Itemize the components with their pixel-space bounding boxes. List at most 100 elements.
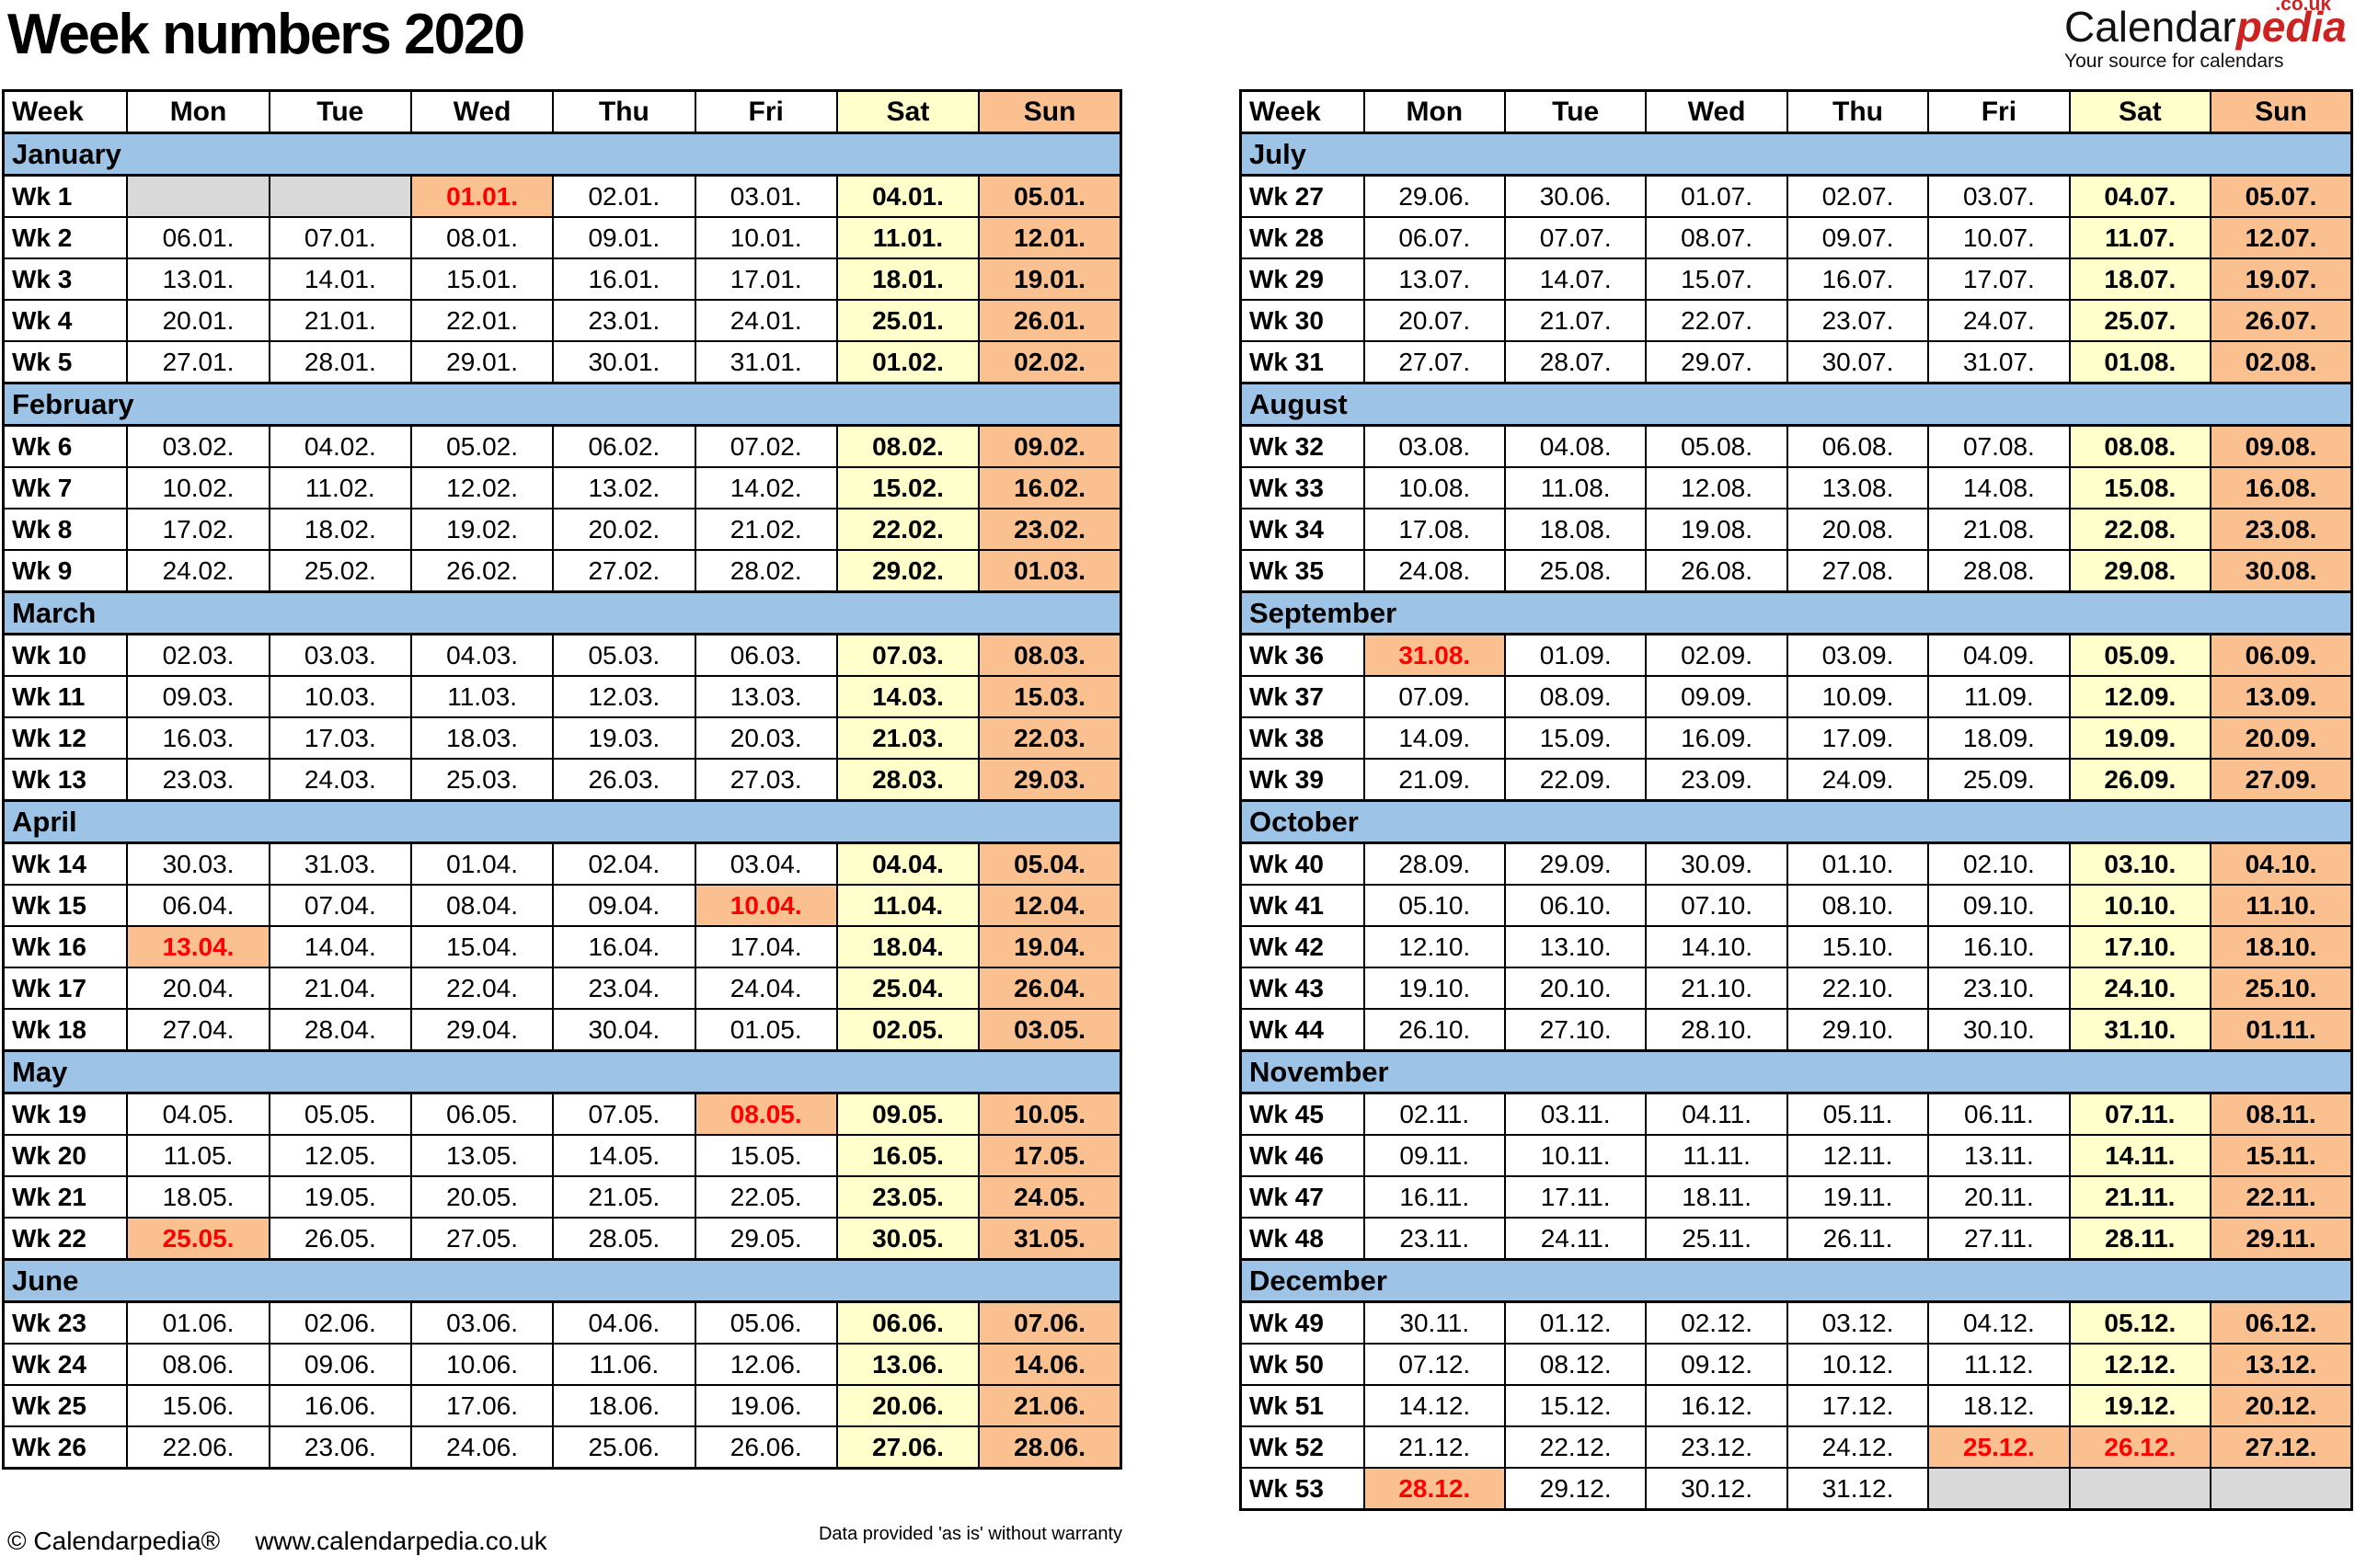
date-cell: 30.08. [2210, 549, 2353, 593]
date-cell: 11.04. [835, 884, 981, 927]
date-cell: 20.05. [409, 1175, 555, 1219]
logo-text-calendar: Calendar [2064, 3, 2236, 51]
date-cell: 23.07. [1786, 299, 1930, 342]
holiday-date-cell: 01.01. [409, 174, 555, 218]
month-row: March [2, 590, 1122, 635]
date-cell: 10.11. [1503, 1134, 1648, 1177]
date-cell: 26.09. [2068, 758, 2212, 802]
date-cell: 04.09. [1927, 633, 2071, 677]
date-cell: 24.05. [978, 1175, 1122, 1219]
date-cell: 16.11. [1362, 1175, 1506, 1219]
week-number-label: Wk 36 [1239, 633, 1365, 677]
date-cell: 20.08. [1786, 508, 1930, 551]
date-cell: 12.02. [409, 466, 555, 509]
date-cell: 20.03. [694, 716, 838, 760]
week-number-label: Wk 9 [2, 549, 129, 593]
date-cell: 02.09. [1645, 633, 1788, 677]
month-row: October [1239, 799, 2353, 844]
date-cell: 20.07. [1362, 299, 1506, 342]
week-row: Wk 9 24.02. 25.02. 26.02. 27.02. 28.02. 29.02.… [2, 549, 1122, 593]
week-row: Wk 36 31.08. 01.09. 02.09. 03.09. 04.09. 05.09… [1239, 633, 2353, 677]
week-row: Wk 45 02.11. 03.11. 04.11. 05.11. 06.11. 07.11… [1239, 1092, 2353, 1136]
week-row: Wk 3 13.01. 14.01. 15.01. 16.01. 17.01. 18.01.… [2, 258, 1122, 301]
date-cell: 07.07. [1503, 216, 1648, 259]
empty-day-cell [126, 174, 270, 218]
week-number-label: Wk 38 [1239, 716, 1365, 760]
date-cell: 24.02. [126, 549, 270, 593]
date-cell: 22.05. [694, 1175, 838, 1219]
date-cell: 06.09. [2210, 633, 2353, 677]
date-cell: 07.02. [694, 424, 838, 468]
date-cell: 19.08. [1645, 508, 1788, 551]
date-cell: 08.08. [2068, 424, 2212, 468]
logo-text-pedia: pedia [2235, 3, 2347, 51]
week-row: Wk 6 03.02. 04.02. 05.02. 06.02. 07.02. 08.02.… [2, 424, 1122, 468]
date-cell: 27.01. [126, 340, 270, 384]
date-cell: 14.02. [694, 466, 838, 509]
date-cell: 22.03. [978, 716, 1122, 760]
date-cell: 07.01. [268, 216, 412, 259]
date-cell: 10.10. [2068, 884, 2212, 927]
week-number-label: Wk 15 [2, 884, 129, 927]
date-cell: 05.09. [2068, 633, 2212, 677]
date-cell: 11.09. [1927, 675, 2071, 718]
week-number-label: Wk 49 [1239, 1300, 1365, 1345]
date-cell: 09.01. [552, 216, 696, 259]
date-cell: 20.02. [552, 508, 696, 551]
week-row: Wk 14 30.03. 31.03. 01.04. 02.04. 03.04. 04.04… [2, 841, 1122, 886]
date-cell: 02.11. [1362, 1092, 1506, 1136]
month-header-august: August [1239, 382, 2353, 427]
month-row: August [1239, 382, 2353, 427]
column-header-mon: Mon [1362, 89, 1506, 134]
date-cell: 21.03. [835, 716, 981, 760]
date-cell: 07.12. [1362, 1343, 1506, 1386]
date-cell: 08.03. [978, 633, 1122, 677]
date-cell: 08.07. [1645, 216, 1788, 259]
date-cell: 05.01. [978, 174, 1122, 218]
week-row: Wk 51 14.12. 15.12. 16.12. 17.12. 18.12. 19.12… [1239, 1384, 2353, 1427]
date-cell: 15.06. [126, 1384, 270, 1427]
footer-disclaimer: Data provided 'as is' without warranty [818, 1524, 1122, 1544]
date-cell: 07.11. [2068, 1092, 2212, 1136]
month-row: December [1239, 1258, 2353, 1303]
week-number-label: Wk 51 [1239, 1384, 1365, 1427]
week-row: Wk 32 03.08. 04.08. 05.08. 06.08. 07.08. 08.08… [1239, 424, 2353, 468]
week-number-label: Wk 34 [1239, 508, 1365, 551]
date-cell: 19.07. [2210, 258, 2353, 301]
date-cell: 30.10. [1927, 1008, 2071, 1052]
date-cell: 21.07. [1503, 299, 1648, 342]
week-number-label: Wk 16 [2, 925, 129, 968]
date-cell: 09.11. [1362, 1134, 1506, 1177]
date-cell: 22.09. [1503, 758, 1648, 802]
date-cell: 18.10. [2210, 925, 2353, 968]
week-row: Wk 5 27.01. 28.01. 29.01. 30.01. 31.01. 01.02.… [2, 340, 1122, 384]
date-cell: 16.12. [1645, 1384, 1788, 1427]
date-cell: 23.01. [552, 299, 696, 342]
date-cell: 24.12. [1786, 1425, 1930, 1469]
date-cell: 05.08. [1645, 424, 1788, 468]
week-number-label: Wk 13 [2, 758, 129, 802]
date-cell: 07.10. [1645, 884, 1788, 927]
date-cell: 17.11. [1503, 1175, 1648, 1219]
date-cell: 18.01. [835, 258, 981, 301]
date-cell: 09.09. [1645, 675, 1788, 718]
week-number-label: Wk 47 [1239, 1175, 1365, 1219]
date-cell: 12.11. [1786, 1134, 1930, 1177]
date-cell: 19.05. [268, 1175, 412, 1219]
date-cell: 29.01. [409, 340, 555, 384]
date-cell: 06.02. [552, 424, 696, 468]
week-number-label: Wk 23 [2, 1300, 129, 1345]
week-number-label: Wk 52 [1239, 1425, 1365, 1469]
date-cell: 03.10. [2068, 841, 2212, 886]
date-cell: 24.03. [268, 758, 412, 802]
date-cell: 07.06. [978, 1300, 1122, 1345]
week-row: Wk 12 16.03. 17.03. 18.03. 19.03. 20.03. 21.03… [2, 716, 1122, 760]
date-cell: 22.10. [1786, 967, 1930, 1010]
week-row: Wk 15 06.04. 07.04. 08.04. 09.04. 10.04. 11.04… [2, 884, 1122, 927]
week-row: Wk 38 14.09. 15.09. 16.09. 17.09. 18.09. 19.09… [1239, 716, 2353, 760]
week-row: Wk 4 20.01. 21.01. 22.01. 23.01. 24.01. 25.01.… [2, 299, 1122, 342]
holiday-date-cell: 26.12. [2068, 1425, 2212, 1469]
month-header-december: December [1239, 1258, 2353, 1303]
date-cell: 27.06. [835, 1425, 981, 1470]
date-cell: 18.12. [1927, 1384, 2071, 1427]
